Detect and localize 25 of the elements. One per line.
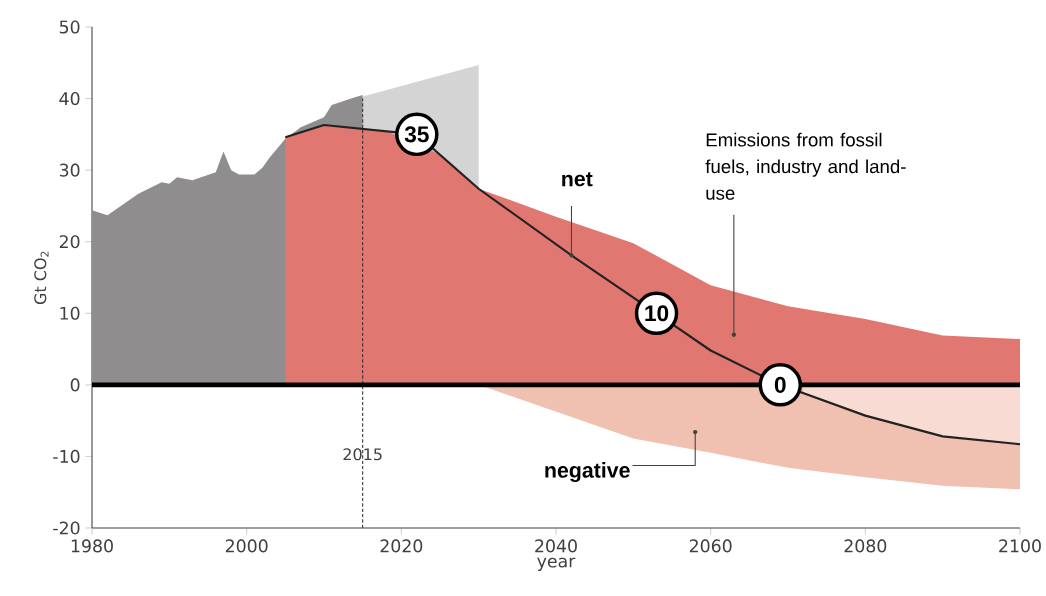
ref-line-label: 2015 — [343, 448, 382, 461]
annotation: Emissions from fossil fuels, industry and land-use — [705, 132, 906, 200]
y-tick-label: 10 — [60, 306, 80, 320]
point — [758, 363, 803, 407]
data-label: 10 — [645, 305, 669, 322]
y-tick-label: 0 — [70, 378, 80, 392]
y-tick-label: 50 — [59, 20, 80, 34]
data-label: 0 — [774, 376, 786, 393]
x-tick-label: 2060 — [689, 539, 732, 553]
x-tick-label: 2100 — [999, 539, 1041, 553]
data-label: 35 — [404, 126, 429, 143]
y-tick-label: -20 — [53, 521, 80, 535]
x-axis-title: year — [537, 557, 576, 571]
y-tick-label: 40 — [59, 92, 80, 106]
y-axis-title: Gt CO$_{2}$ — [34, 251, 49, 305]
x-tick-label: 2080 — [844, 539, 887, 553]
annotation: net — [562, 172, 593, 187]
x-tick-label: 1980 — [71, 539, 113, 553]
x-tick-label: 2040 — [535, 539, 577, 553]
annotation: negative — [545, 462, 630, 483]
x-tick-label: 2000 — [225, 539, 268, 553]
y-tick-label: 30 — [59, 163, 80, 177]
y-tick-label: -10 — [53, 449, 80, 463]
x-tick-label: 2020 — [380, 539, 423, 553]
y-tick-label: 20 — [59, 235, 80, 249]
